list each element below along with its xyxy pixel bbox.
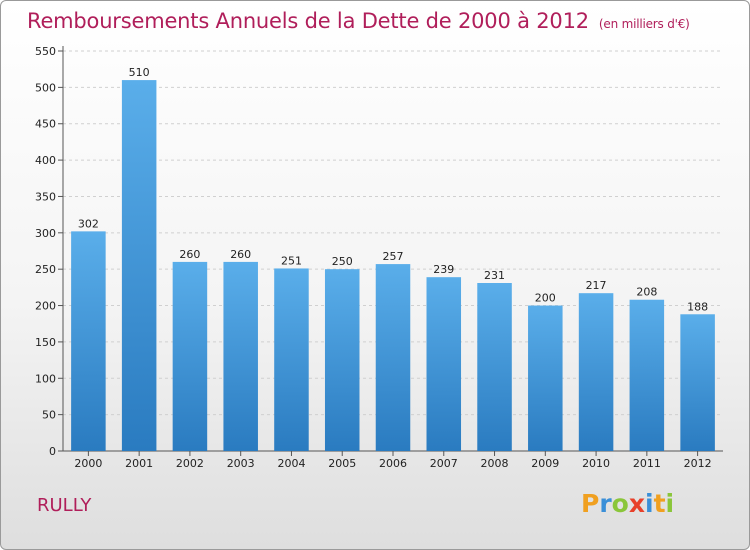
bar (528, 305, 563, 451)
bar-value-label: 260 (179, 248, 200, 261)
y-tick-label: 300 (35, 227, 56, 240)
x-tick-label: 2000 (74, 457, 102, 470)
y-tick-label: 200 (35, 300, 56, 313)
bar-value-label: 217 (586, 279, 607, 292)
brand-logo: Proxiti (581, 489, 674, 518)
bars (71, 80, 715, 451)
bar (172, 261, 208, 451)
x-tick-label: 2008 (481, 457, 509, 470)
y-tick-label: 250 (35, 263, 56, 276)
y-tick-label: 500 (35, 81, 56, 94)
bar-value-label: 257 (383, 250, 404, 263)
brand-letter: t (653, 489, 666, 518)
y-tick-label: 0 (49, 445, 56, 458)
bar (121, 80, 157, 451)
x-tick-label: 2002 (176, 457, 204, 470)
bar-value-label: 260 (230, 248, 251, 261)
bar (375, 264, 411, 451)
x-tick-label: 2010 (582, 457, 610, 470)
bar-value-label: 208 (636, 286, 657, 299)
bar (629, 299, 665, 451)
brand-letter: r (599, 489, 612, 518)
y-tick-label: 100 (35, 372, 56, 385)
y-tick-label: 450 (35, 118, 56, 131)
y-tick-label: 350 (35, 190, 56, 203)
brand-letter: o (611, 489, 629, 518)
bar (223, 261, 258, 451)
bar (477, 283, 512, 451)
chart-title: Remboursements Annuels de la Dette de 20… (27, 9, 690, 33)
bar (324, 269, 360, 451)
bar (680, 314, 715, 451)
brand-letter: i (645, 489, 654, 518)
bar-value-label: 510 (129, 66, 150, 79)
bar (578, 293, 614, 451)
x-tick-label: 2005 (328, 457, 356, 470)
bar (426, 277, 462, 451)
x-tick-label: 2003 (227, 457, 255, 470)
unit-note: (en milliers d'€) (598, 17, 690, 31)
bar-value-label: 250 (332, 255, 353, 268)
x-tick-label: 2012 (684, 457, 712, 470)
x-tick-label: 2007 (430, 457, 458, 470)
bar-value-label: 188 (687, 300, 708, 313)
x-tick-label: 2009 (531, 457, 559, 470)
brand-letter: x (628, 489, 645, 518)
x-tick-label: 2001 (125, 457, 153, 470)
y-tick-label: 50 (42, 409, 56, 422)
bar-value-label: 302 (78, 217, 99, 230)
bar (274, 268, 309, 451)
bar-value-label: 231 (484, 269, 505, 282)
brand-letter: P (581, 489, 600, 518)
bar-value-label: 239 (433, 263, 454, 276)
x-tick-label: 2004 (277, 457, 305, 470)
y-tick-label: 150 (35, 336, 56, 349)
bar (71, 231, 106, 451)
labels: 0 50 100 150 200 250 300 350 400 450 500 550 302 2000… (35, 45, 712, 470)
bar-value-label: 251 (281, 254, 302, 267)
y-tick-label: 400 (35, 154, 56, 167)
brand-letter: i (665, 489, 675, 518)
commune-name: RULLY (37, 495, 92, 516)
chart-title-text: Remboursements Annuels de la Dette de 20… (27, 9, 589, 33)
bar-value-label: 200 (535, 292, 556, 305)
x-tick-label: 2011 (633, 457, 661, 470)
y-tick-label: 550 (35, 45, 56, 58)
x-tick-label: 2006 (379, 457, 407, 470)
